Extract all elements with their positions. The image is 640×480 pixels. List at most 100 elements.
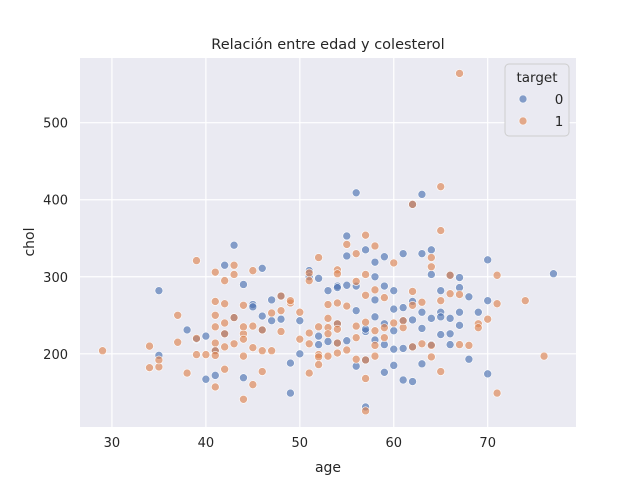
data-point-target-1: [323, 300, 333, 309]
data-point-target-0: [389, 326, 399, 336]
data-point-target-1: [351, 249, 361, 258]
data-point-target-0: [229, 240, 239, 250]
data-point-target-1: [370, 241, 380, 251]
data-point-target-0: [380, 281, 389, 291]
data-point-target-1: [210, 322, 220, 332]
data-point-target-1: [98, 346, 107, 356]
data-point-target-1: [492, 299, 502, 309]
data-point-target-1: [304, 328, 314, 338]
data-point-target-0: [333, 283, 342, 292]
data-point-target-0: [436, 286, 446, 295]
data-point-target-0: [295, 349, 305, 359]
data-points: [98, 69, 558, 416]
x-tick-label: 70: [479, 436, 496, 451]
data-point-target-1: [361, 270, 370, 279]
data-point-target-1: [192, 256, 201, 265]
data-point-target-1: [342, 301, 352, 311]
data-point-target-0: [455, 273, 464, 282]
data-point-target-1: [210, 310, 220, 320]
data-point-target-1: [351, 333, 361, 342]
data-point-target-1: [436, 226, 446, 235]
data-point-target-0: [455, 307, 464, 317]
data-point-target-0: [483, 369, 492, 379]
data-point-target-1: [427, 262, 436, 272]
data-point-target-0: [323, 337, 333, 346]
data-point-target-0: [361, 245, 370, 255]
data-point-target-0: [323, 286, 333, 295]
y-tick-labels: 200 300 400 500: [43, 117, 68, 363]
data-point-target-0: [549, 269, 558, 278]
data-point-target-1: [323, 314, 333, 323]
data-point-target-1: [342, 345, 352, 355]
data-point-target-0: [370, 312, 380, 322]
data-point-target-1: [248, 266, 258, 275]
data-point-target-1: [239, 394, 248, 404]
data-point-target-1: [210, 382, 220, 392]
data-point-target-1: [361, 317, 370, 327]
data-point-target-1: [427, 253, 436, 262]
data-point-target-1: [342, 240, 352, 249]
y-tick-label: 200: [43, 348, 68, 363]
data-point-target-1: [220, 329, 229, 339]
data-point-target-0: [342, 251, 352, 261]
data-point-target-1: [539, 351, 549, 361]
data-point-target-1: [380, 323, 389, 332]
data-point-target-0: [380, 252, 389, 262]
data-point-target-1: [389, 258, 399, 268]
data-point-target-1: [408, 200, 417, 209]
data-point-target-1: [239, 334, 248, 344]
data-point-target-0: [417, 324, 427, 333]
data-point-target-0: [201, 374, 211, 384]
data-point-target-0: [267, 295, 276, 305]
x-axis-label: age: [315, 460, 341, 476]
x-tick-label: 40: [198, 436, 215, 451]
data-point-target-1: [295, 334, 305, 344]
data-point-target-1: [229, 339, 239, 349]
data-point-target-1: [351, 321, 361, 331]
data-point-target-1: [361, 290, 370, 300]
x-tick-label: 50: [292, 436, 309, 451]
data-point-target-1: [286, 296, 295, 305]
data-point-target-0: [370, 257, 380, 267]
data-point-target-0: [474, 307, 483, 317]
data-point-target-0: [398, 375, 408, 385]
data-point-target-1: [370, 351, 380, 361]
data-point-target-1: [361, 355, 370, 365]
legend-marker-1: [518, 116, 528, 126]
data-point-target-0: [351, 306, 361, 315]
y-tick-label: 300: [43, 271, 68, 286]
data-point-target-1: [154, 355, 164, 365]
data-point-target-1: [333, 338, 342, 348]
data-point-target-1: [220, 342, 229, 352]
data-point-target-1: [239, 300, 248, 310]
data-point-target-1: [436, 367, 446, 376]
data-point-target-1: [323, 351, 333, 361]
legend-label-0: 0: [555, 92, 564, 108]
data-point-target-1: [248, 321, 258, 331]
data-point-target-1: [192, 334, 201, 343]
data-point-target-0: [286, 358, 295, 368]
data-point-target-1: [314, 253, 323, 262]
data-point-target-0: [239, 373, 248, 382]
y-tick-label: 500: [43, 117, 68, 132]
data-point-target-1: [408, 300, 417, 310]
data-point-target-1: [276, 291, 286, 301]
data-point-target-1: [267, 346, 276, 356]
data-point-target-1: [464, 341, 474, 350]
data-point-target-1: [210, 297, 220, 306]
data-point-target-0: [398, 344, 408, 353]
data-point-target-1: [173, 337, 182, 347]
data-point-target-0: [182, 325, 192, 335]
data-point-target-0: [380, 368, 389, 377]
data-point-target-0: [239, 280, 248, 289]
data-point-target-1: [276, 306, 286, 315]
data-point-target-0: [351, 188, 361, 198]
data-point-target-1: [220, 364, 229, 374]
data-point-target-1: [210, 267, 220, 277]
data-point-target-0: [370, 295, 380, 305]
data-point-target-1: [427, 341, 436, 350]
data-point-target-1: [455, 340, 464, 349]
data-point-target-0: [427, 245, 436, 255]
legend: target 0 1: [504, 63, 570, 137]
